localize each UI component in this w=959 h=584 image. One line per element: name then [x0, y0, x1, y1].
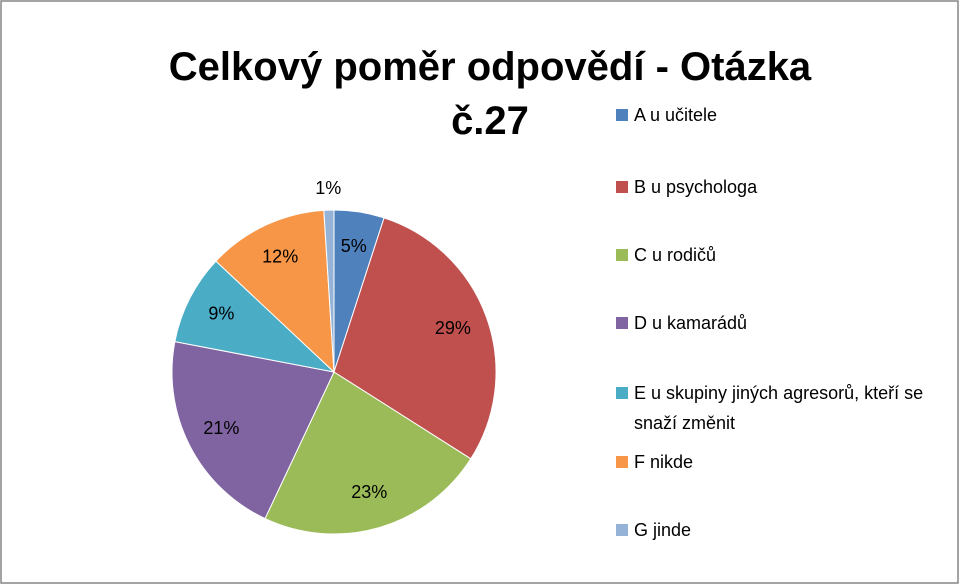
pie-slice: [174, 260, 336, 373]
data-label: 1%: [315, 178, 341, 198]
legend-item: B u psychologa: [616, 172, 946, 202]
legend-swatch: [616, 181, 628, 193]
legend-swatch: [616, 387, 628, 399]
legend-item: D u kamarádů: [616, 308, 946, 338]
legend-item: G jinde: [616, 515, 946, 545]
pie-slice: [323, 209, 335, 373]
legend-label: C u rodičů: [634, 245, 717, 265]
legend-item: F nikde: [616, 447, 946, 477]
data-label: 21%: [203, 418, 239, 438]
data-label: 23%: [351, 482, 387, 502]
legend-swatch: [616, 249, 628, 261]
data-label: 12%: [262, 246, 298, 266]
legend-item: A u učitele: [616, 100, 946, 130]
legend-swatch: [616, 524, 628, 536]
legend-label: F nikde: [634, 452, 694, 472]
data-label: 9%: [208, 303, 234, 323]
chart-title: Celkový poměr odpovědí - Otázka č.27: [168, 45, 812, 143]
pie-slice: [264, 371, 472, 535]
pie-slice: [215, 209, 335, 374]
legend-label: D u kamarádů: [634, 313, 748, 333]
legend-item: C u rodičů: [616, 240, 946, 270]
data-label: 5%: [341, 236, 367, 256]
pie-slice: [171, 341, 335, 520]
data-label: 29%: [435, 318, 471, 338]
legend-item: E u skupiny jiných agresorů, kteří se sn…: [616, 378, 946, 438]
legend-swatch: [616, 317, 628, 329]
legend-label: A u učitele: [634, 105, 718, 125]
legend-swatch: [616, 456, 628, 468]
pie-slice: [333, 217, 497, 460]
legend-label: G jinde: [634, 520, 692, 540]
legend-label: B u psychologa: [634, 177, 758, 197]
legend-swatch: [616, 109, 628, 121]
legend-label: E u skupiny jiných agresorů, kteří se sn…: [634, 383, 924, 433]
